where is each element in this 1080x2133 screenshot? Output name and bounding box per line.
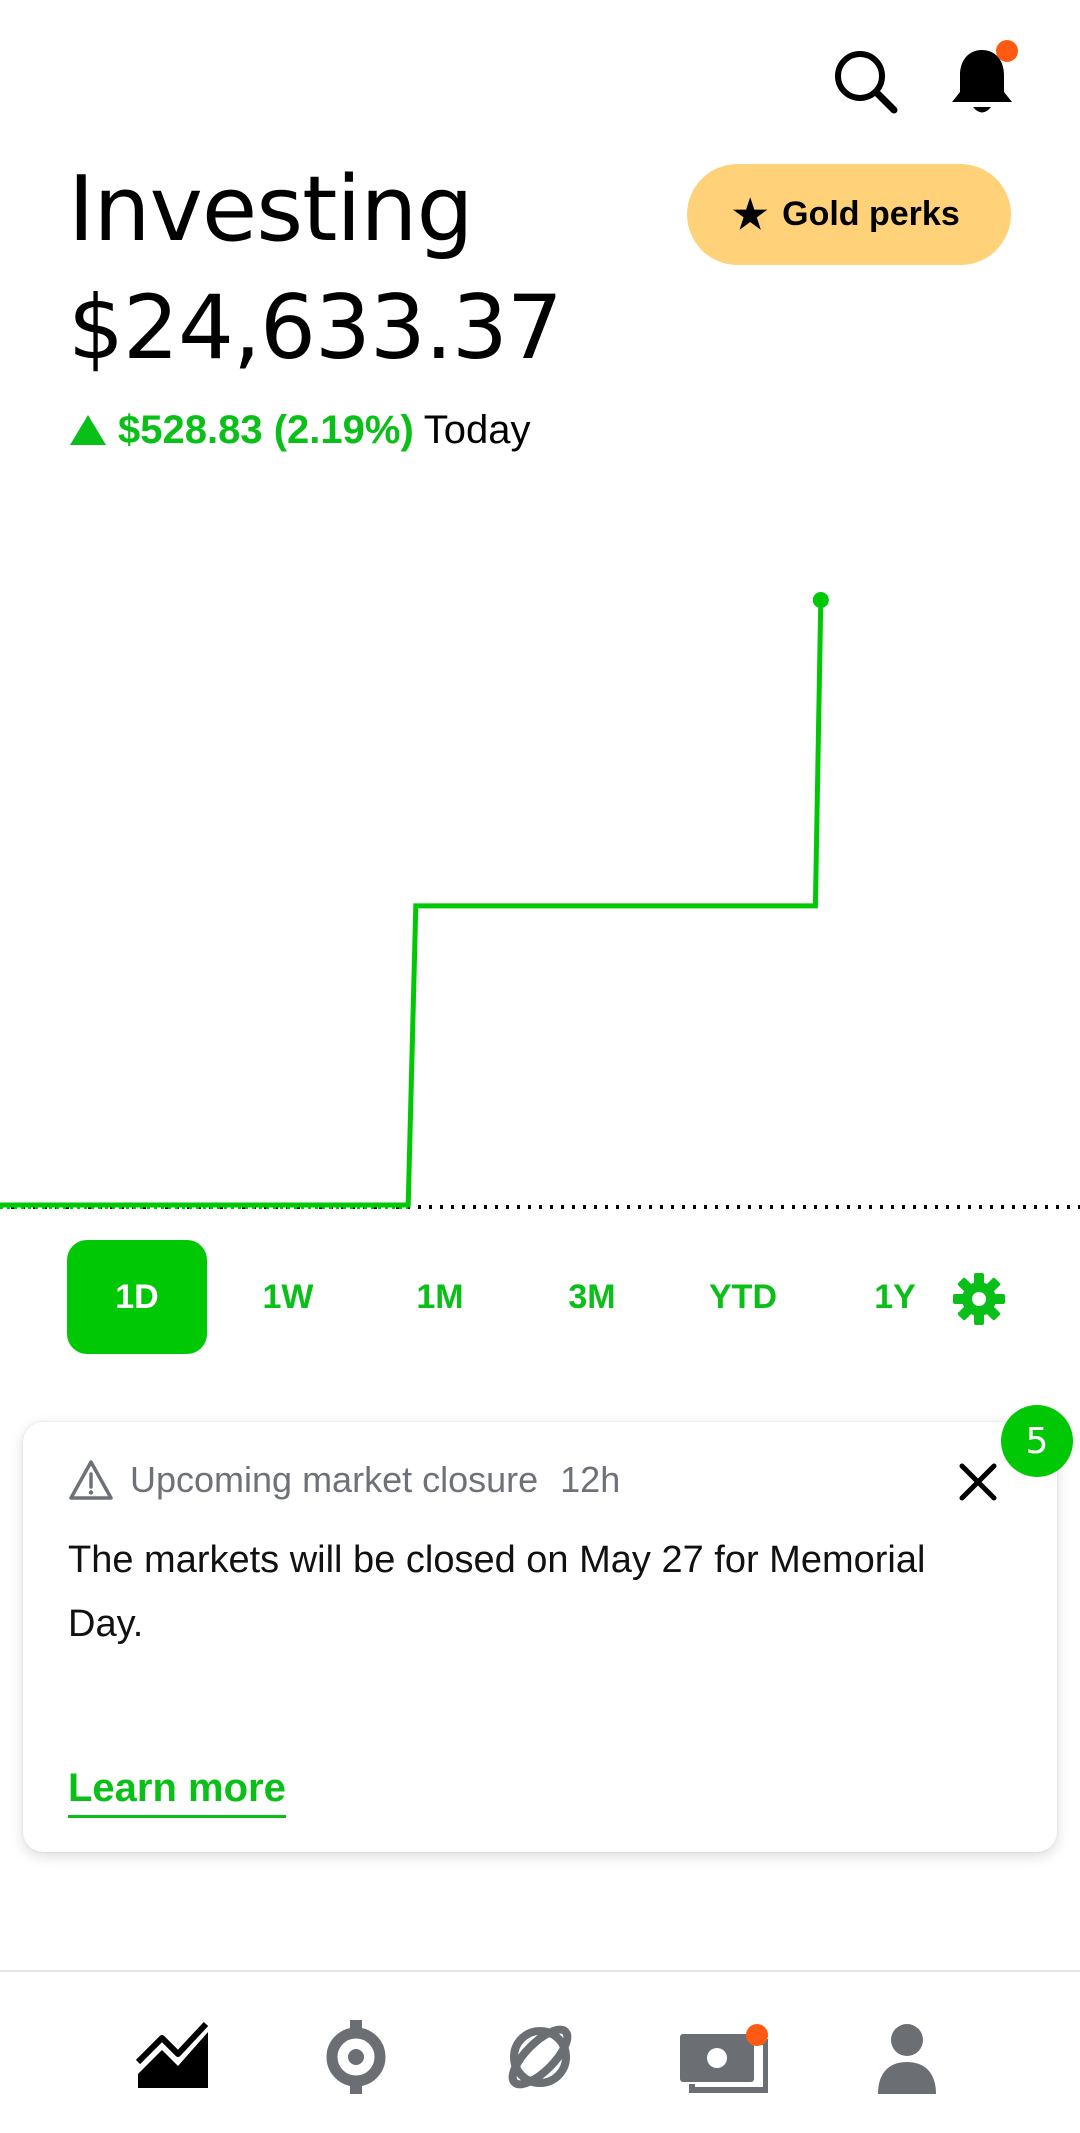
search-icon [835, 51, 898, 114]
nav-item-account[interactable] [862, 2012, 952, 2102]
chart-series-line [0, 599, 824, 1208]
nav-item-cash[interactable] [678, 2012, 769, 2102]
close-icon [959, 1463, 997, 1501]
range-tab-1d[interactable]: 1D [67, 1240, 207, 1354]
gear-icon [953, 1273, 1005, 1325]
crypto-icon [326, 2020, 386, 2094]
portfolio-chart[interactable] [0, 560, 1080, 1220]
range-tab-1m[interactable]: 1M [416, 1277, 464, 1316]
change-period: Today [423, 408, 531, 452]
portfolio-value: $24,633.37 [68, 276, 563, 379]
bottom-nav [0, 1970, 1080, 2133]
learn-more-link[interactable]: Learn more [68, 1765, 286, 1818]
cash-notification-dot [746, 2024, 768, 2046]
range-tabs: 1D 1W 1M 3M YTD 1Y [0, 1240, 1080, 1354]
gold-perks-button[interactable]: ★ Gold perks [687, 164, 1011, 265]
nav-item-discover[interactable] [495, 2012, 585, 2102]
nav-item-investing[interactable] [128, 2012, 218, 2102]
range-tab-1y[interactable]: 1Y [874, 1277, 916, 1316]
notifications-button[interactable] [942, 40, 1022, 124]
nav-item-crypto[interactable] [311, 2012, 401, 2102]
gold-perks-label: Gold perks [782, 195, 960, 233]
page-title: Investing [68, 157, 474, 262]
search-button[interactable] [826, 42, 906, 122]
range-tab-3m[interactable]: 3M [568, 1277, 616, 1316]
star-icon: ★ [732, 192, 769, 237]
card-close-button[interactable] [952, 1456, 1004, 1508]
orbit-icon [508, 2025, 572, 2089]
portfolio-change: $528.83 (2.19%) Today [70, 404, 531, 456]
bell-icon [952, 50, 1012, 113]
warning-triangle-icon [69, 1460, 113, 1500]
range-tab-1w[interactable]: 1W [262, 1277, 314, 1316]
chart-trend-icon [135, 2021, 209, 2088]
card-header: Upcoming market closure 12h [130, 1455, 620, 1505]
notification-dot [996, 40, 1018, 62]
card-age: 12h [560, 1459, 621, 1500]
card-count-badge: 5 [1001, 1405, 1073, 1477]
person-icon [878, 2024, 936, 2094]
range-tab-ytd[interactable]: YTD [709, 1277, 777, 1316]
market-closure-card[interactable] [23, 1422, 1057, 1852]
range-settings-button[interactable] [950, 1270, 1008, 1328]
change-amount: $528.83 (2.19%) [118, 408, 414, 452]
card-title: Upcoming market closure [130, 1459, 539, 1500]
triangle-up-icon [70, 415, 106, 445]
chart-current-point [812, 592, 829, 608]
card-body: The markets will be closed on May 27 for… [68, 1539, 926, 1645]
